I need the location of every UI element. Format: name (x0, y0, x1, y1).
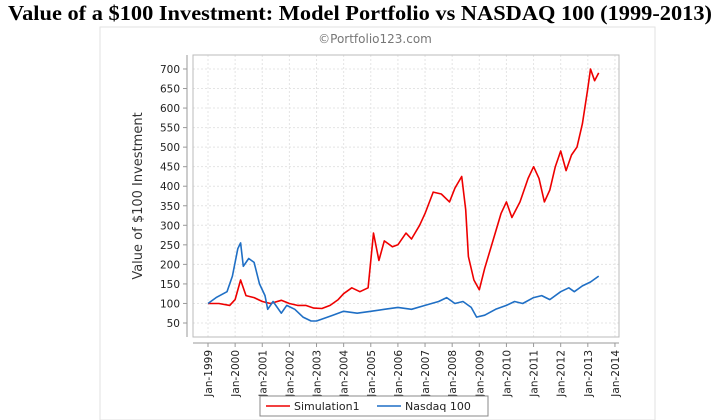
y-tick-label: 550 (160, 123, 180, 135)
x-tick-label: Jan-2007 (420, 350, 432, 398)
y-tick-label: 650 (160, 84, 180, 96)
y-tick-label: 300 (160, 220, 180, 232)
y-ticks: 50 100 150 200 250 300 350 400 450 500 550 600 650 70… (160, 64, 187, 330)
x-tick-label: Jan-2000 (230, 350, 242, 398)
y-axis-label: Value of $100 Investment (131, 112, 146, 279)
x-tick-label: Jan-2012 (556, 350, 568, 398)
x-tick-label: Jan-2014 (610, 350, 622, 398)
x-tick-label: Jan-2006 (393, 350, 405, 398)
x-tick-label: Jan-2010 (501, 350, 513, 398)
x-tick-label: Jan-2009 (474, 350, 486, 398)
y-tick-label: 50 (167, 318, 180, 330)
y-tick-label: 450 (160, 162, 180, 174)
y-tick-label: 200 (160, 259, 180, 271)
y-tick-label: 250 (160, 240, 180, 252)
x-tick-label: Jan-2003 (312, 350, 324, 398)
legend-label-nasdaq100: Nasdaq 100 (405, 400, 471, 413)
x-tick-label: Jan-2004 (339, 350, 351, 398)
legend: Simulation1 Nasdaq 100 (259, 395, 489, 417)
x-tick-label: Jan-2008 (447, 350, 459, 398)
x-tick-label: Jan-2005 (366, 350, 378, 398)
legend-label-simulation1: Simulation1 (294, 400, 360, 413)
x-tick-label: Jan-2011 (529, 350, 541, 398)
x-tick-label: Jan-2002 (284, 350, 296, 398)
series-lines (207, 68, 600, 322)
grid (193, 55, 619, 337)
series-line-simulation1 (208, 68, 600, 310)
plot-area (192, 54, 620, 338)
y-tick-label: 400 (160, 181, 180, 193)
x-ticks: Jan-1999 Jan-2000 Jan-2001 Jan-2002 Jan-2003… (203, 343, 622, 398)
y-tick-label: 350 (160, 201, 180, 213)
y-tick-label: 700 (160, 64, 180, 76)
y-tick-label: 500 (160, 142, 180, 154)
x-tick-label: Jan-1999 (203, 350, 215, 398)
x-tick-label: Jan-2001 (257, 350, 269, 398)
y-tick-label: 100 (160, 298, 180, 310)
series-line-nasdaq100 (207, 242, 600, 322)
chart-title: Value of a $100 Investment: Model Portfo… (8, 1, 712, 25)
watermark: ©Portfolio123.com (318, 32, 432, 46)
x-tick-label: Jan-2013 (583, 350, 595, 398)
y-tick-label: 150 (160, 279, 180, 291)
y-tick-label: 600 (160, 103, 180, 115)
